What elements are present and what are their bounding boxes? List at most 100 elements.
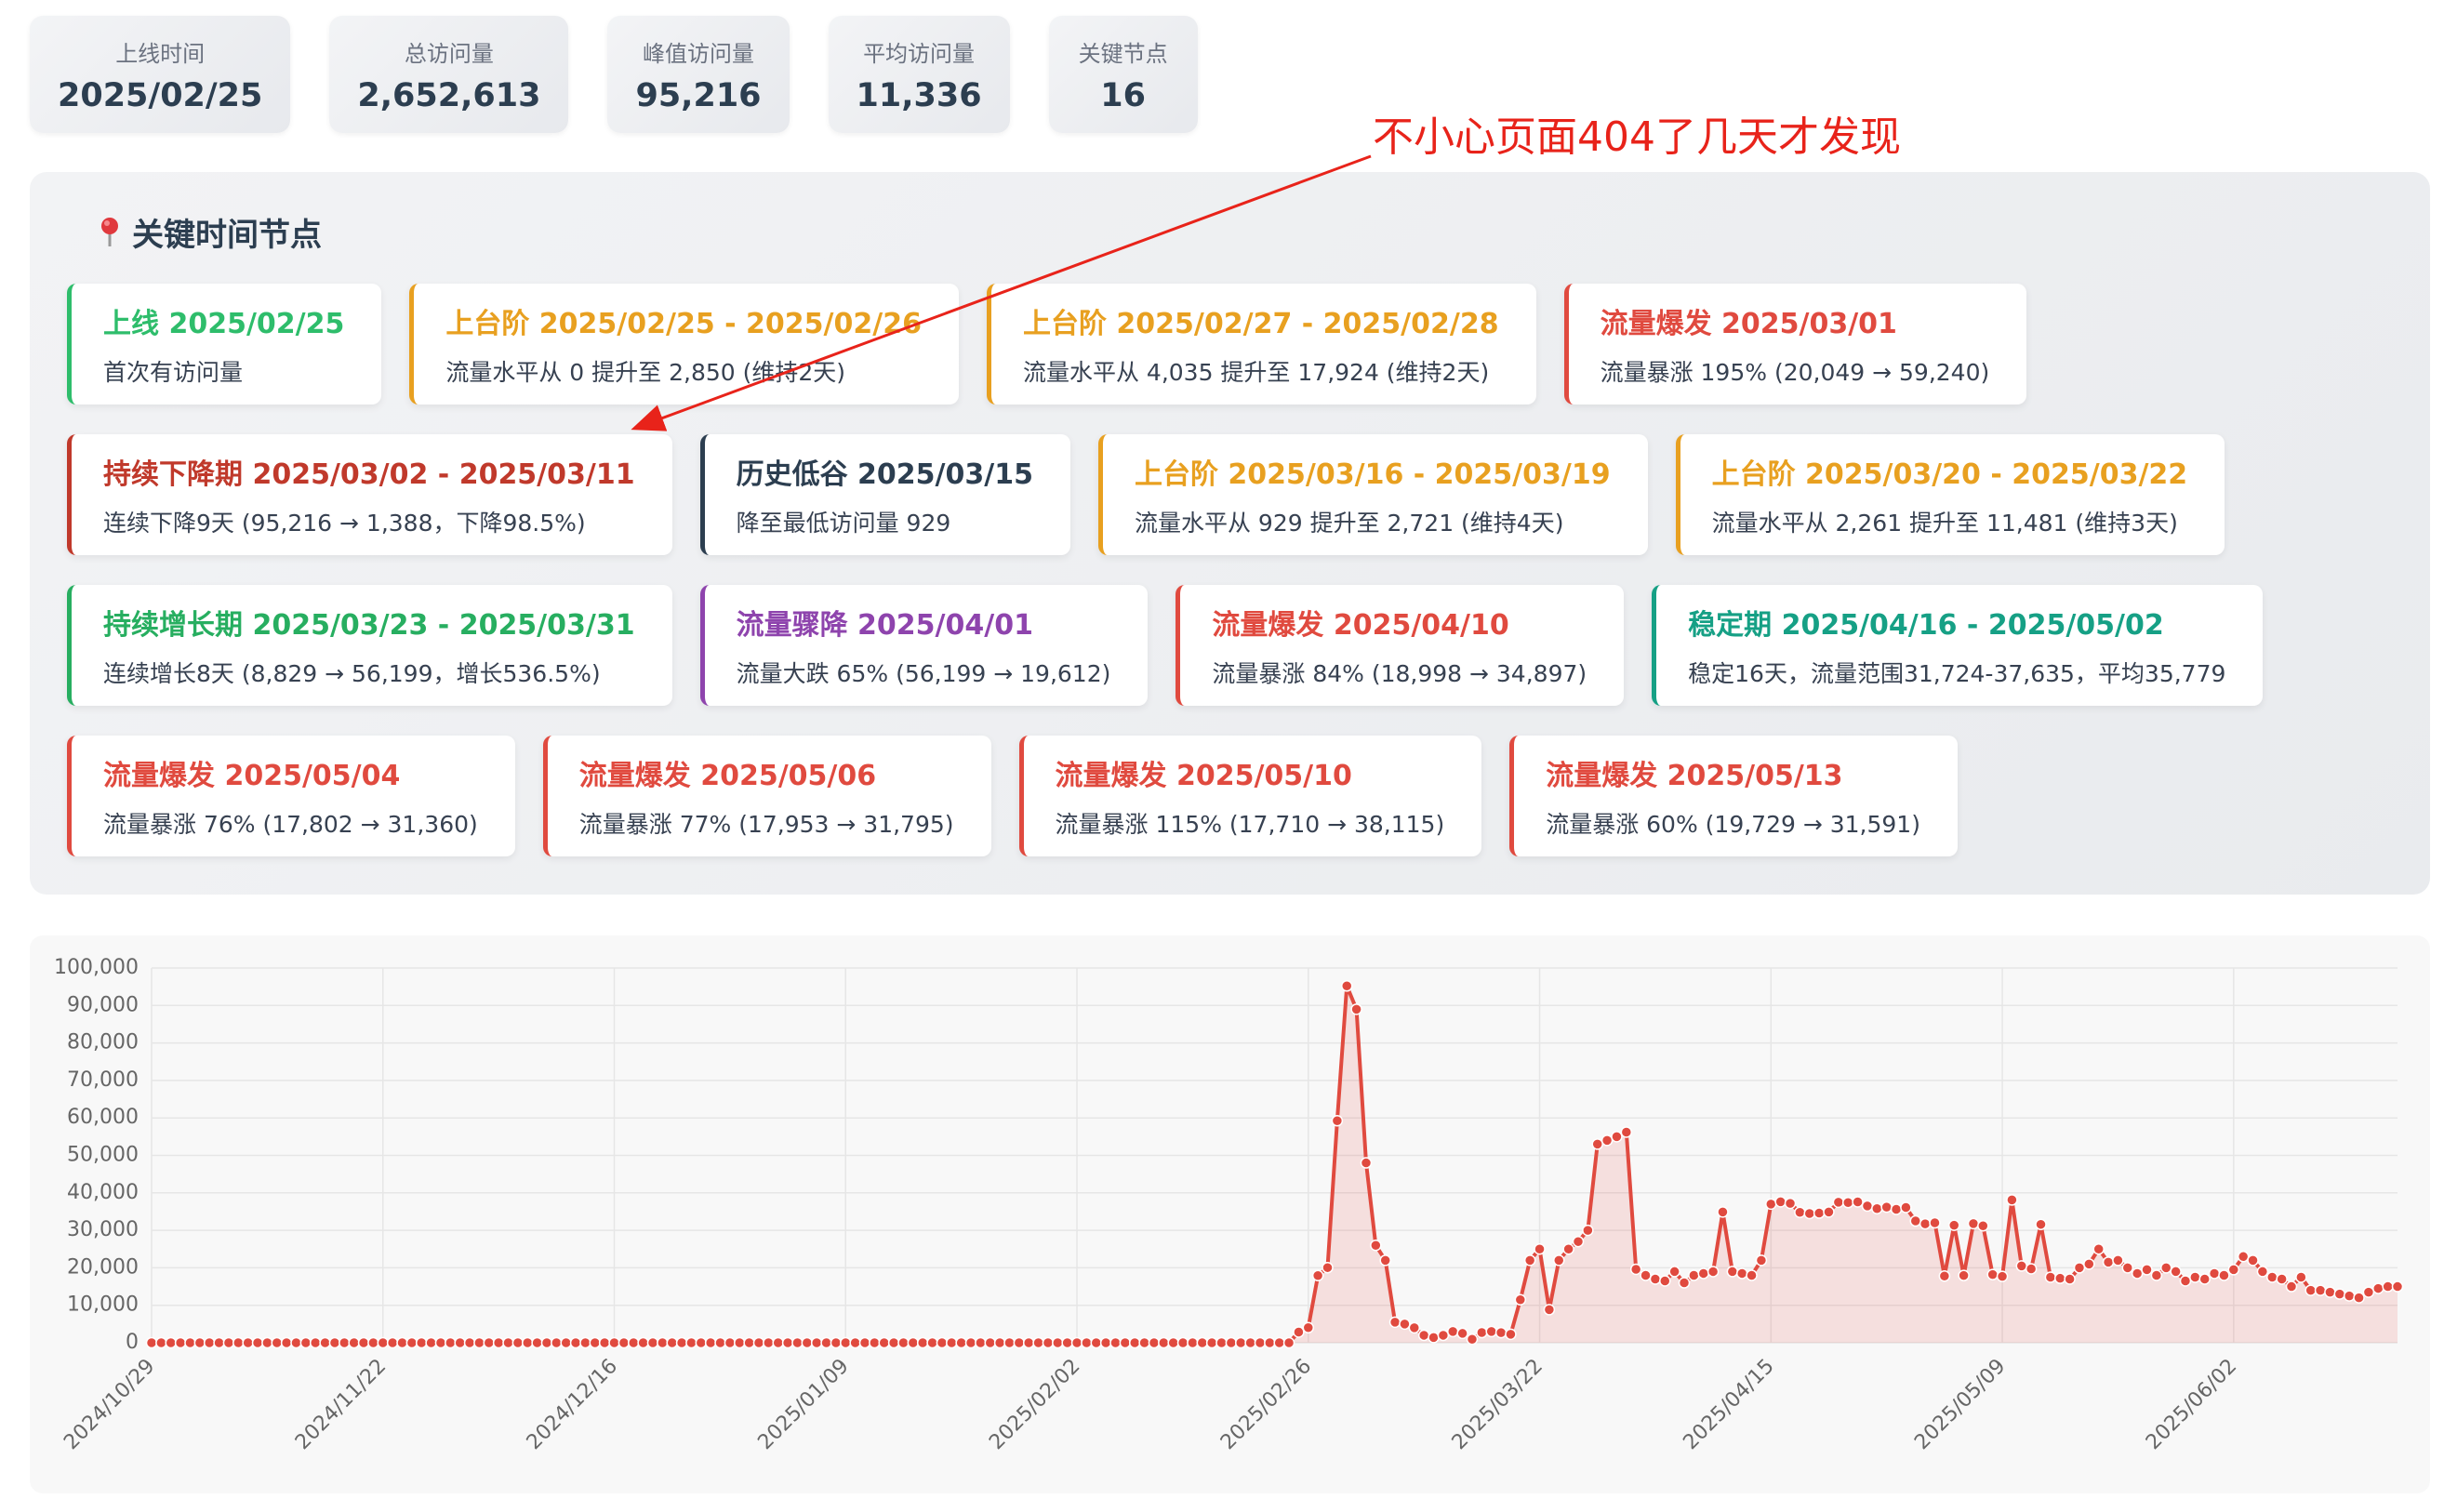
- point: [964, 1336, 977, 1349]
- point: [521, 1336, 534, 1349]
- point: [1591, 1138, 1603, 1150]
- y-tick-label: 50,000: [67, 1144, 139, 1167]
- point: [2121, 1262, 2134, 1274]
- point: [743, 1336, 755, 1349]
- point: [2353, 1292, 2365, 1304]
- point: [1042, 1336, 1055, 1349]
- point: [2372, 1282, 2384, 1294]
- point: [936, 1336, 949, 1349]
- point: [2266, 1271, 2278, 1283]
- point: [531, 1336, 543, 1349]
- point: [1494, 1326, 1508, 1339]
- point: [2112, 1254, 2124, 1267]
- point: [1485, 1325, 1497, 1338]
- point: [820, 1336, 832, 1349]
- point: [2064, 1273, 2076, 1285]
- point: [1119, 1336, 1132, 1349]
- point: [377, 1336, 390, 1349]
- point: [781, 1336, 794, 1349]
- y-tick-label: 60,000: [67, 1106, 139, 1129]
- event-desc: 降至最低访问量 929: [736, 510, 951, 537]
- stat-value: 11,336: [856, 76, 982, 114]
- event-desc: 流量大跌 65% (56,199 → 19,612): [736, 660, 1111, 687]
- point: [319, 1336, 331, 1349]
- point: [1196, 1336, 1209, 1349]
- point: [2083, 1258, 2095, 1270]
- point: [1350, 1003, 1362, 1015]
- x-tick-label: 2025/02/02: [985, 1355, 1084, 1454]
- event-desc: 稳定16天，流量范围31,724-37,635，平均35,779: [1688, 660, 2226, 687]
- point: [2218, 1269, 2230, 1281]
- point: [1446, 1325, 1459, 1338]
- point: [2295, 1271, 2307, 1283]
- point: [849, 1336, 861, 1349]
- point: [1562, 1243, 1574, 1255]
- x-tick-label: 2025/05/09: [1910, 1355, 2010, 1454]
- point: [608, 1336, 620, 1349]
- point: [1746, 1269, 1758, 1281]
- point: [907, 1336, 920, 1349]
- point: [1244, 1336, 1256, 1349]
- point: [1466, 1333, 1479, 1346]
- event-desc: 流量暴涨 60% (19,729 → 31,591): [1546, 811, 1920, 838]
- event-card: 历史低谷 2025/03/15 降至最低访问量 929: [699, 434, 1070, 555]
- event-card: 流量爆发 2025/03/01 流量暴涨 195% (20,049 → 59,24…: [1563, 284, 2027, 405]
- point: [569, 1336, 582, 1349]
- point: [290, 1336, 302, 1349]
- point: [242, 1336, 254, 1349]
- point: [840, 1336, 852, 1349]
- y-tick-label: 100,000: [54, 956, 139, 979]
- event-title: 上台阶 2025/03/20 - 2025/03/22: [1711, 458, 2188, 491]
- point: [2170, 1266, 2182, 1278]
- point: [2131, 1267, 2144, 1280]
- point: [2362, 1286, 2375, 1298]
- point: [2198, 1273, 2211, 1285]
- point: [251, 1336, 264, 1349]
- point: [145, 1336, 158, 1349]
- point: [666, 1336, 678, 1349]
- point: [1205, 1336, 1218, 1349]
- point: [975, 1336, 987, 1349]
- point: [878, 1336, 890, 1349]
- point: [1138, 1336, 1150, 1349]
- event-row: 持续下降期 2025/03/02 - 2025/03/11 连续下降9天 (95,…: [67, 434, 2430, 555]
- stat-card: 关键节点 16: [1048, 16, 1198, 133]
- point: [1534, 1243, 1546, 1255]
- event-title: 流量骤降 2025/04/01: [736, 609, 1033, 642]
- point: [1293, 1326, 1305, 1338]
- point: [579, 1336, 591, 1349]
- point: [1601, 1134, 1614, 1147]
- stat-value: 95,216: [635, 76, 762, 114]
- stat-value: 2,652,613: [357, 76, 541, 114]
- x-tick-label: 2025/02/26: [1216, 1355, 1316, 1454]
- point: [1399, 1318, 1411, 1331]
- point: [386, 1336, 399, 1349]
- event-card: 上台阶 2025/02/25 - 2025/02/26 流量水平从 0 提升至 2…: [409, 284, 959, 405]
- point: [1659, 1275, 1671, 1287]
- point: [1852, 1196, 1864, 1208]
- point: [1331, 1115, 1344, 1127]
- event-card: 稳定期 2025/04/16 - 2025/05/02 稳定16天，流量范围31,…: [1652, 585, 2264, 706]
- point: [2006, 1194, 2018, 1206]
- event-card: 上台阶 2025/02/27 - 2025/02/28 流量水平从 4,035 提…: [986, 284, 1536, 405]
- point: [1428, 1332, 1440, 1344]
- point: [492, 1336, 505, 1349]
- point: [724, 1336, 737, 1349]
- point: [1215, 1336, 1228, 1349]
- point: [1052, 1336, 1064, 1349]
- pin-icon: [101, 218, 118, 246]
- event-card: 流量骤降 2025/04/01 流量大跌 65% (56,199 → 19,612…: [699, 585, 1149, 706]
- point: [1553, 1254, 1565, 1267]
- point: [1803, 1207, 1815, 1220]
- point: [396, 1336, 408, 1349]
- point: [2333, 1288, 2346, 1300]
- point: [1629, 1263, 1642, 1276]
- point: [348, 1336, 360, 1349]
- point: [1543, 1304, 1556, 1316]
- event-desc: 流量水平从 4,035 提升至 17,924 (维持2天): [1022, 359, 1490, 386]
- point: [1013, 1336, 1026, 1349]
- point: [2305, 1284, 2317, 1296]
- event-title: 上线 2025/02/25: [103, 308, 345, 340]
- point: [1726, 1266, 1739, 1278]
